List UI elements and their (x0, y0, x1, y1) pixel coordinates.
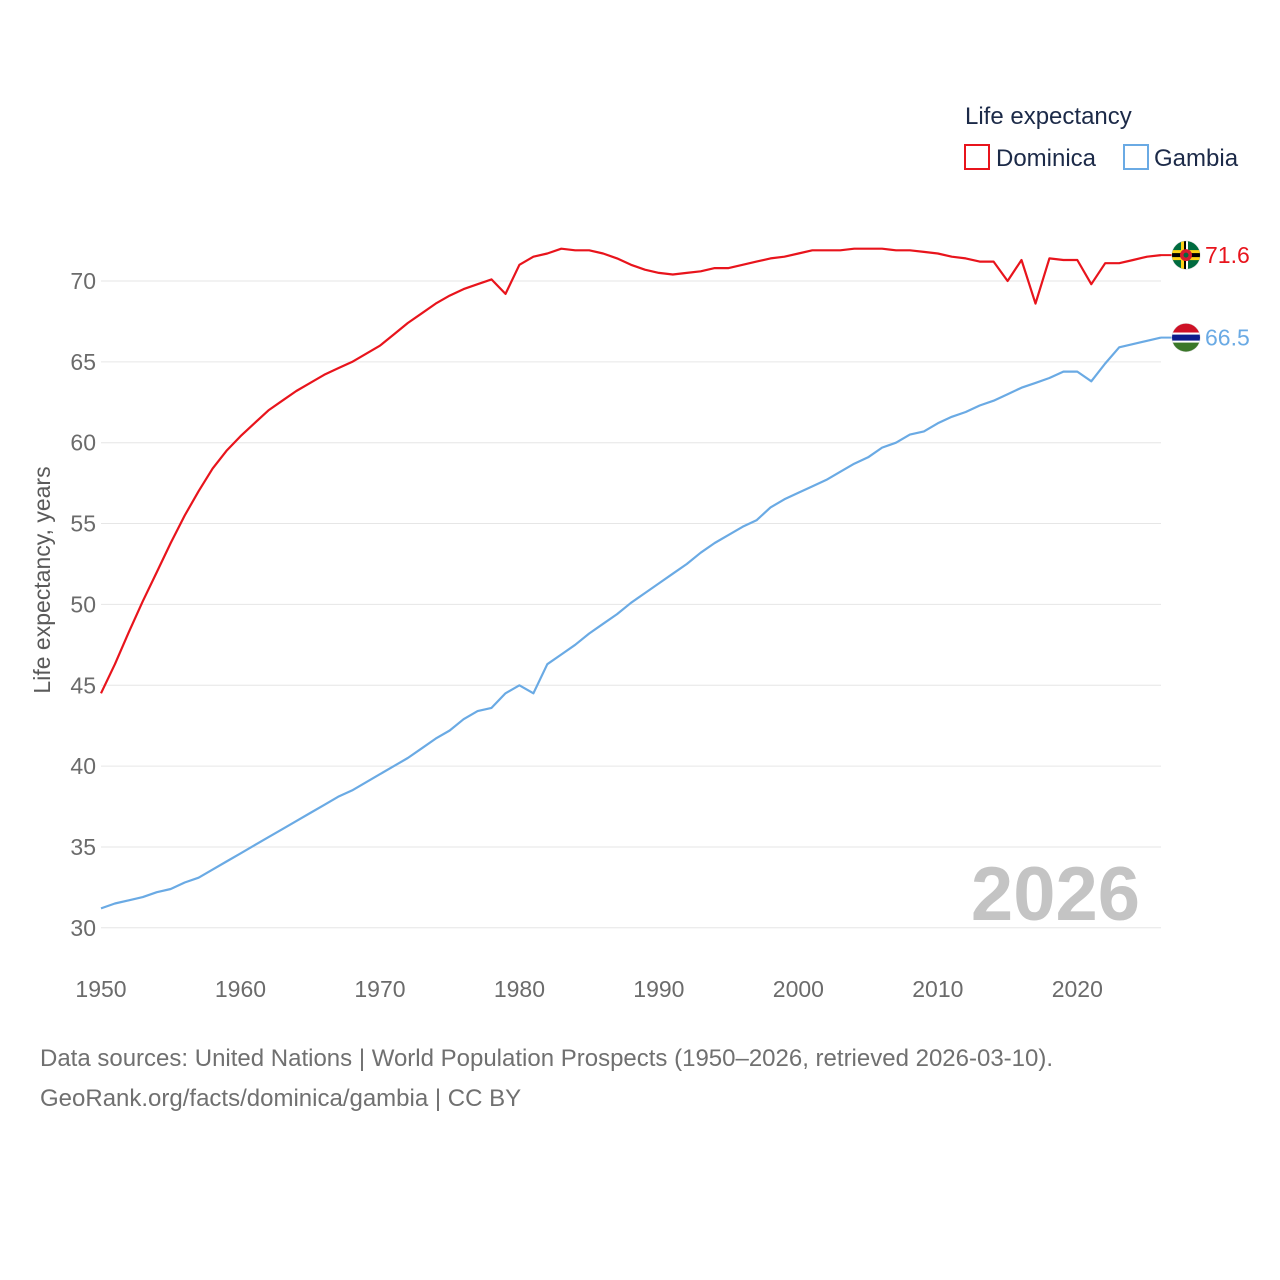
end-labels: 71.6 66.5 (1161, 240, 1250, 353)
legend-swatch-dominica (964, 144, 990, 170)
legend-swatch-gambia (1123, 144, 1149, 170)
dominica-flag-icon (1172, 241, 1200, 270)
y-tick-label: 70 (70, 268, 96, 294)
grid-lines (101, 280, 1161, 929)
source-link[interactable]: GeoRank.org/facts/dominica/gambia | CC B… (40, 1085, 522, 1112)
y-tick-label: 40 (70, 753, 96, 779)
legend-item-gambia[interactable]: Gambia (1123, 144, 1239, 172)
legend-label-dominica: Dominica (996, 145, 1097, 172)
y-axis-label: Life expectancy, years (29, 466, 55, 693)
legend-label-gambia: Gambia (1154, 145, 1239, 172)
y-tick-label: 55 (70, 511, 96, 537)
y-axis-ticks: 30 35 40 45 50 55 60 65 70 (70, 268, 96, 941)
x-tick-label: 1950 (75, 976, 126, 1002)
x-tick-label: 1960 (215, 976, 266, 1002)
x-tick-label: 1990 (633, 976, 684, 1002)
y-tick-label: 30 (70, 915, 96, 941)
x-tick-label: 2020 (1052, 976, 1103, 1002)
x-tick-label: 2010 (912, 976, 963, 1002)
end-value-label-gambia: 66.5 (1205, 325, 1250, 351)
legend-item-dominica[interactable]: Dominica (964, 144, 1097, 172)
gambia-flag-icon (1172, 323, 1200, 352)
series-line-dominica (100, 247, 1162, 694)
year-watermark: 2026 (971, 852, 1140, 937)
series-lines (100, 247, 1162, 910)
x-tick-label: 2000 (773, 976, 824, 1002)
series-line-gambia (100, 336, 1162, 910)
y-tick-label: 35 (70, 834, 96, 860)
y-tick-label: 50 (70, 591, 96, 617)
x-axis-ticks: 1950 1960 1970 1980 1990 2000 2010 2020 (75, 976, 1102, 1002)
legend-title: Life expectancy (965, 103, 1132, 130)
y-tick-label: 60 (70, 430, 96, 456)
y-tick-label: 65 (70, 349, 96, 375)
line-chart: 2026 30 35 40 45 50 55 60 65 70 1950 1960 1970 1980… (29, 103, 1250, 1002)
x-tick-label: 1970 (354, 976, 405, 1002)
x-tick-label: 1980 (494, 976, 545, 1002)
legend: Life expectancy Dominica Gambia (964, 103, 1239, 172)
y-tick-label: 45 (70, 672, 96, 698)
end-value-label-dominica: 71.6 (1205, 242, 1250, 268)
source-note: Data sources: United Nations | World Pop… (40, 1045, 1054, 1072)
